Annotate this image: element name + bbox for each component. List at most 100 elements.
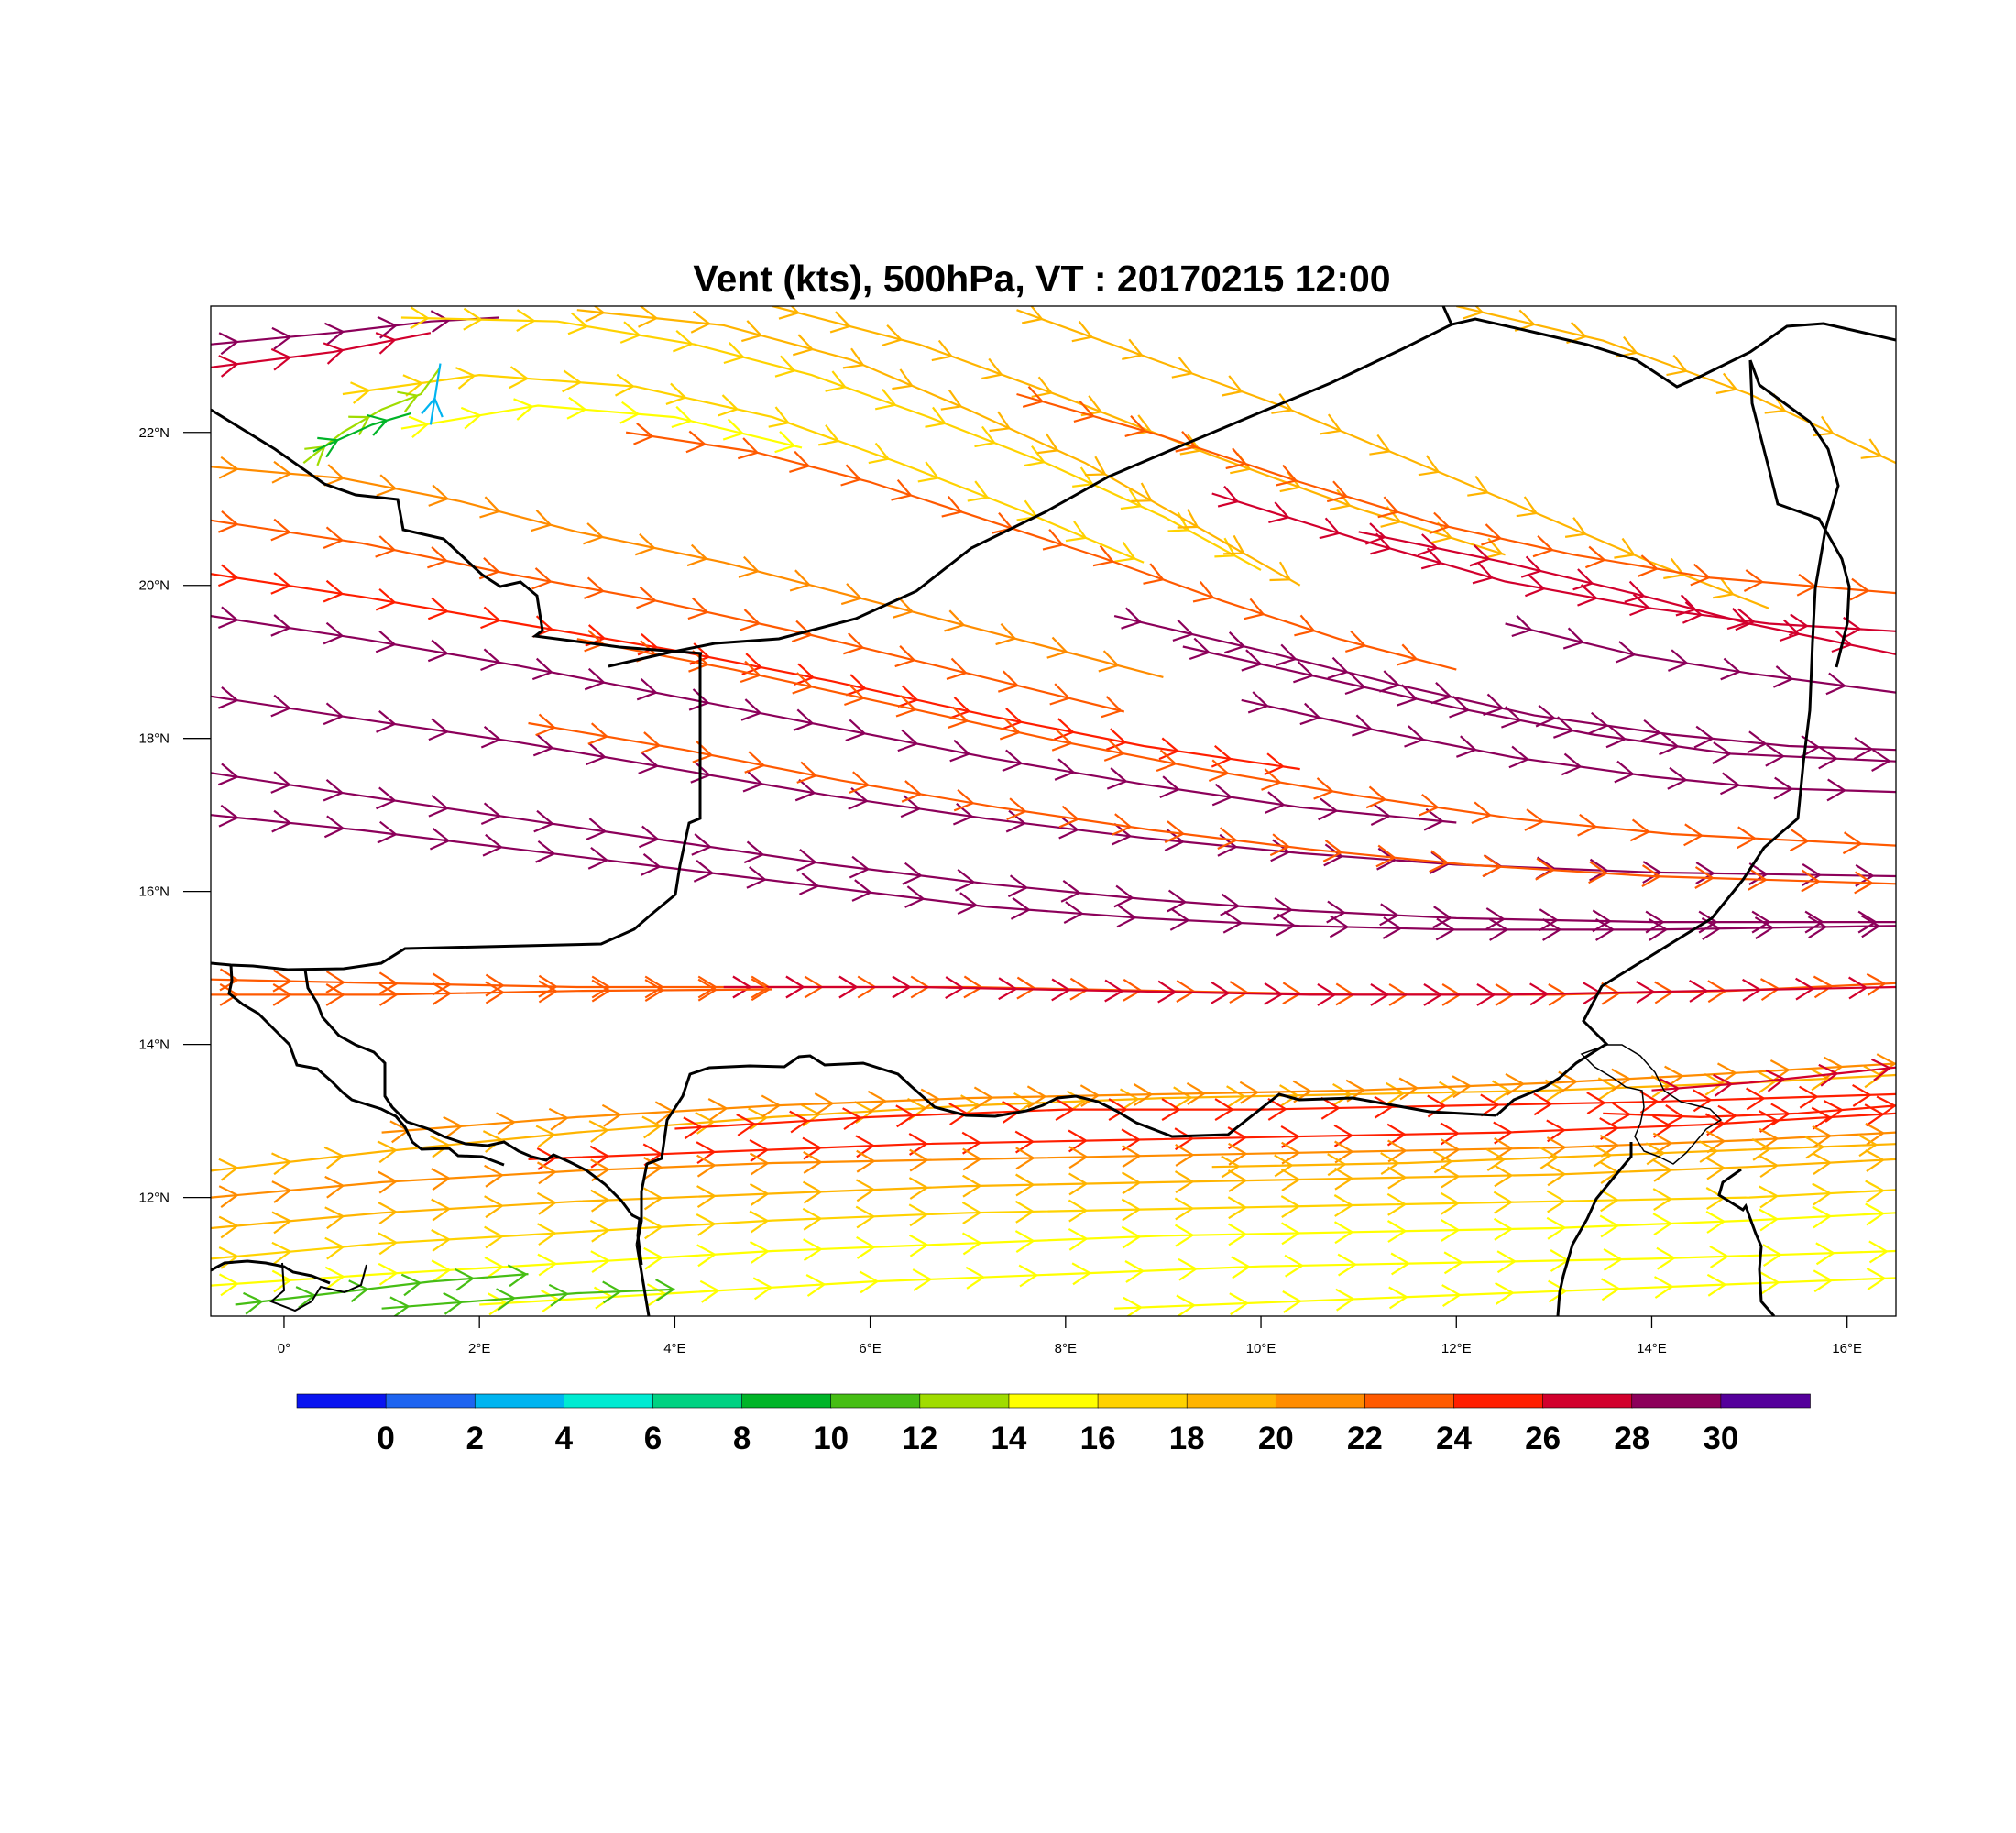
streamline-arrow bbox=[920, 1088, 941, 1112]
streamline-arrow bbox=[1143, 563, 1165, 585]
streamline-arrow bbox=[1754, 916, 1775, 940]
colorbar-label: 20 bbox=[1258, 1421, 1294, 1456]
streamline-arrow bbox=[1214, 1098, 1235, 1122]
streamline-arrow bbox=[892, 368, 915, 390]
streamline-arrow bbox=[643, 1246, 664, 1270]
streamline-arrow bbox=[989, 411, 1012, 433]
streamline-arrow bbox=[533, 809, 554, 833]
border-burkina-mali bbox=[211, 1259, 331, 1285]
streamline-arrow bbox=[838, 975, 859, 999]
streamline-arrow bbox=[642, 1216, 663, 1240]
colorbar-swatch bbox=[385, 1393, 477, 1409]
streamline-arrow bbox=[484, 1225, 505, 1249]
streamline-arrow bbox=[749, 1210, 770, 1234]
streamline-arrow bbox=[1693, 1089, 1713, 1113]
streamline-arrow bbox=[1161, 1098, 1182, 1122]
streamline-arrow bbox=[1652, 1188, 1673, 1212]
streamline-arrow bbox=[1831, 630, 1853, 653]
streamline bbox=[1113, 615, 1896, 752]
streamline-arrow bbox=[1524, 808, 1545, 831]
streamline-arrow bbox=[1795, 977, 1815, 1001]
streamline-arrow bbox=[1002, 749, 1024, 773]
streamline-arrow bbox=[1370, 982, 1390, 1006]
streamline-arrow bbox=[845, 674, 868, 697]
streamline-arrow bbox=[1276, 464, 1298, 487]
streamline-arrow bbox=[1046, 636, 1068, 659]
streamline-arrow bbox=[421, 396, 444, 418]
streamline-arrow bbox=[1494, 1137, 1514, 1161]
colorbar-label: 26 bbox=[1525, 1421, 1561, 1456]
streamline-arrow bbox=[536, 1191, 557, 1215]
streamline-arrow bbox=[962, 1147, 982, 1171]
streamline-arrow bbox=[1133, 1083, 1154, 1106]
border-niger-nigeria bbox=[635, 1054, 1497, 1246]
streamline-arrow bbox=[1748, 862, 1769, 885]
border-sw-corner bbox=[227, 964, 505, 1167]
streamline-arrow bbox=[825, 370, 848, 392]
streamline-arrow bbox=[272, 982, 293, 1006]
streamline-arrow bbox=[1698, 1140, 1719, 1163]
streamline-arrow bbox=[1720, 657, 1742, 681]
streamline-arrow bbox=[479, 496, 501, 519]
streamline-arrow bbox=[1157, 980, 1178, 1004]
streamline-arrow bbox=[1467, 475, 1490, 497]
streamline-arrow bbox=[1121, 1171, 1142, 1195]
streamline-arrow bbox=[1024, 445, 1046, 467]
streamline-arrow bbox=[218, 804, 240, 828]
plot-title: Vent (kts), 500hPa, VT : 20170215 12:00 bbox=[693, 258, 1390, 300]
streamline-arrow bbox=[1463, 306, 1485, 320]
streamline-arrow bbox=[751, 978, 772, 1002]
streamline-arrow bbox=[1586, 1092, 1606, 1115]
streamline-arrow bbox=[805, 1274, 827, 1297]
streamline-arrow bbox=[1269, 561, 1292, 582]
streamline-arrow bbox=[851, 879, 873, 902]
streamline-arrow bbox=[672, 329, 694, 353]
streamline-arrow bbox=[1435, 917, 1456, 941]
colorbar-swatch bbox=[564, 1393, 654, 1409]
streamline-arrow bbox=[271, 1269, 292, 1293]
streamline-arrow bbox=[376, 786, 397, 810]
border-burkina-niger bbox=[303, 969, 643, 1266]
colorbar-label: 28 bbox=[1614, 1421, 1649, 1456]
streamline-arrow bbox=[1222, 910, 1244, 934]
streamline-arrow bbox=[1562, 627, 1585, 650]
streamline-arrow bbox=[1443, 1251, 1464, 1275]
streamline-arrow bbox=[271, 460, 292, 484]
streamline-arrow bbox=[1333, 1194, 1354, 1217]
streamline-arrow bbox=[1174, 1197, 1195, 1221]
streamline-arrow bbox=[1264, 982, 1284, 1005]
streamline-arrow bbox=[789, 450, 811, 473]
streamline-arrow bbox=[867, 1090, 888, 1114]
streamline-arrow bbox=[1748, 867, 1769, 891]
border-sw-small bbox=[269, 1262, 367, 1312]
streamline-arrow bbox=[217, 686, 239, 709]
streamline-arrow bbox=[1641, 864, 1662, 888]
streamline-arrow bbox=[548, 1107, 570, 1131]
streamline-arrow bbox=[1014, 1230, 1035, 1254]
streamline-arrow bbox=[1772, 665, 1794, 688]
streamline-arrow bbox=[1386, 1166, 1408, 1190]
streamline-arrow bbox=[688, 688, 710, 711]
streamline-arrow bbox=[1211, 981, 1231, 1004]
streamline-arrow bbox=[427, 546, 449, 569]
streamline-arrow bbox=[1092, 544, 1115, 567]
streamline-arrow bbox=[1098, 650, 1120, 673]
streamline-arrow bbox=[1693, 725, 1715, 749]
streamline-arrow bbox=[427, 597, 449, 620]
streamline-arrow bbox=[566, 396, 587, 420]
streamline-arrow bbox=[463, 307, 484, 331]
streamline-arrow bbox=[1854, 871, 1875, 895]
streamline bbox=[1182, 645, 1896, 763]
streamline-arrow bbox=[271, 1180, 292, 1203]
streamline-arrow bbox=[1823, 1100, 1844, 1123]
streamline-arrow bbox=[743, 840, 765, 864]
streamline-arrow bbox=[696, 1185, 717, 1209]
streamline-arrow bbox=[1642, 861, 1662, 884]
streamline-arrow bbox=[1365, 785, 1387, 809]
streamline-arrow bbox=[1841, 616, 1862, 640]
streamline-arrow bbox=[1605, 725, 1627, 749]
streamline-arrow bbox=[1600, 1278, 1621, 1301]
streamline-arrow bbox=[1014, 1200, 1035, 1224]
streamline-arrow bbox=[531, 657, 553, 681]
